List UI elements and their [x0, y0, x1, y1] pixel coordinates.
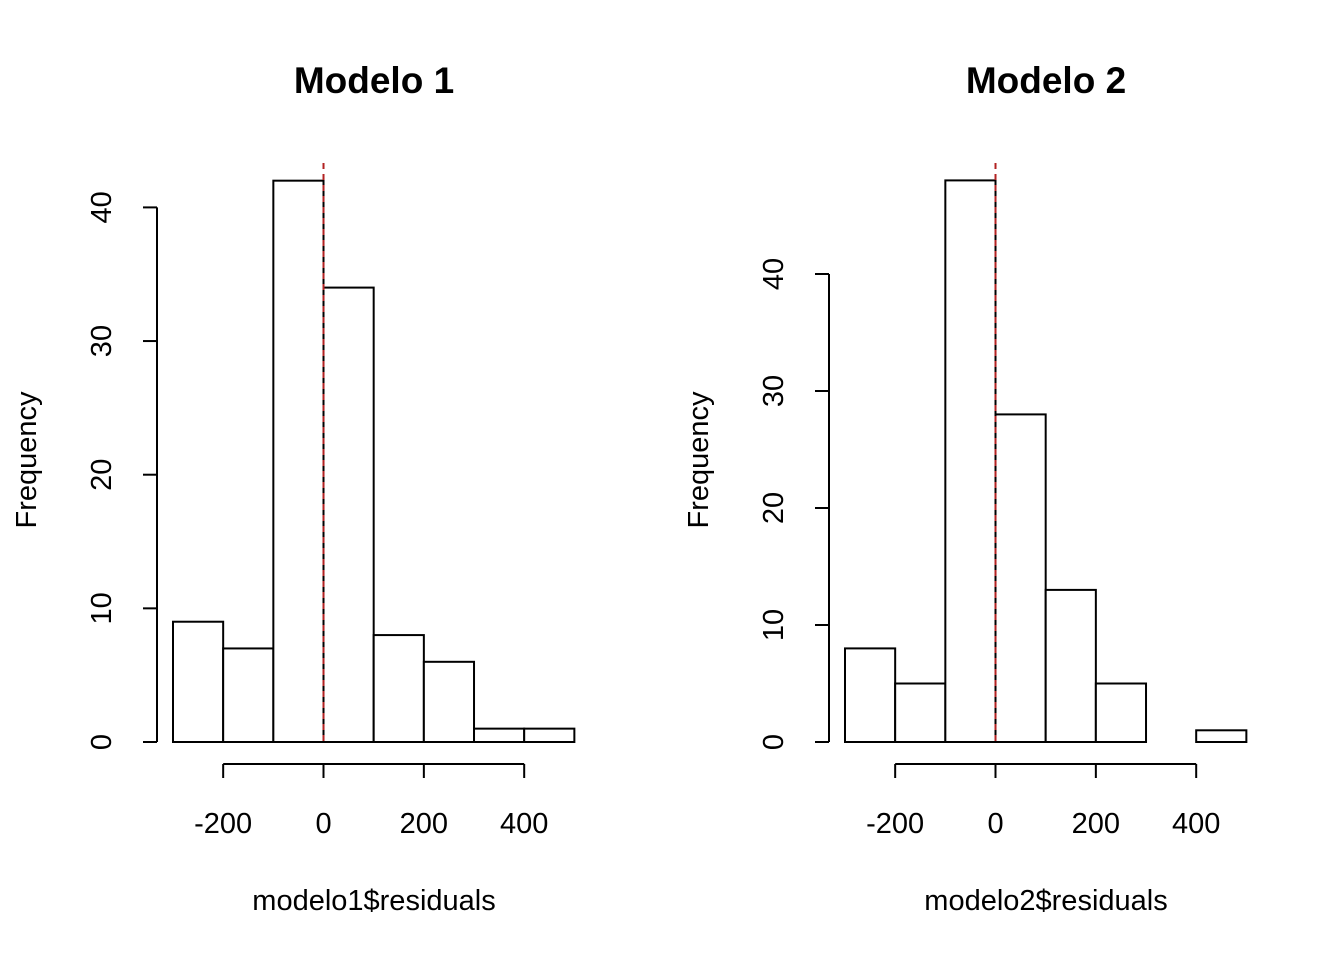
y-axis-label: Frequency	[683, 391, 715, 529]
histogram-bar	[1094, 682, 1148, 743]
chart-title: Modelo 1	[294, 60, 454, 101]
histogram-bar	[523, 727, 576, 744]
panel-modelo-2: Modelo 2 modelo2$residuals Frequency -20…	[683, 60, 1248, 917]
y-tick-label: 20	[86, 459, 118, 491]
chart-title: Modelo 2	[966, 60, 1126, 101]
x-tick-label: -200	[866, 808, 924, 840]
y-tick-label: 10	[86, 592, 118, 624]
y-tick-label: 20	[758, 492, 790, 524]
histogram-bar	[1195, 729, 1248, 743]
y-axis-label: Frequency	[11, 391, 43, 529]
histogram-bar	[1044, 588, 1097, 744]
x-tick-label: 200	[1072, 808, 1120, 840]
y-tick-label: 30	[758, 375, 790, 407]
histogram-bar	[473, 727, 526, 744]
histogram-bar	[272, 179, 325, 744]
x-tick-label: 0	[987, 808, 1003, 840]
y-tick-label: 0	[758, 734, 790, 750]
x-axis-label: modelo2$residuals	[924, 885, 1167, 917]
histogram-bar	[322, 286, 375, 743]
y-tick-label: 40	[86, 191, 118, 223]
x-tick-label: 400	[1172, 808, 1220, 840]
y-tick-label: 0	[86, 734, 118, 750]
y-tick-label: 30	[86, 325, 118, 357]
x-tick-label: 400	[500, 808, 548, 840]
y-tick-label: 40	[758, 258, 790, 290]
x-tick-label: 200	[400, 808, 448, 840]
histogram-bar	[994, 413, 1047, 743]
histogram-bar	[422, 660, 476, 743]
histogram-bar	[372, 634, 425, 744]
y-tick-label: 10	[758, 609, 790, 641]
x-tick-label: 0	[315, 808, 331, 840]
x-axis-label: modelo1$residuals	[252, 885, 495, 917]
x-tick-label: -200	[194, 808, 252, 840]
histogram-bar	[172, 620, 225, 744]
histogram-bar	[944, 179, 997, 743]
histogram-bar	[844, 647, 897, 744]
histogram-bar	[222, 647, 275, 744]
histogram-bar	[894, 682, 947, 743]
panel-modelo-1: Modelo 1 modelo1$residuals Frequency -20…	[11, 60, 576, 917]
